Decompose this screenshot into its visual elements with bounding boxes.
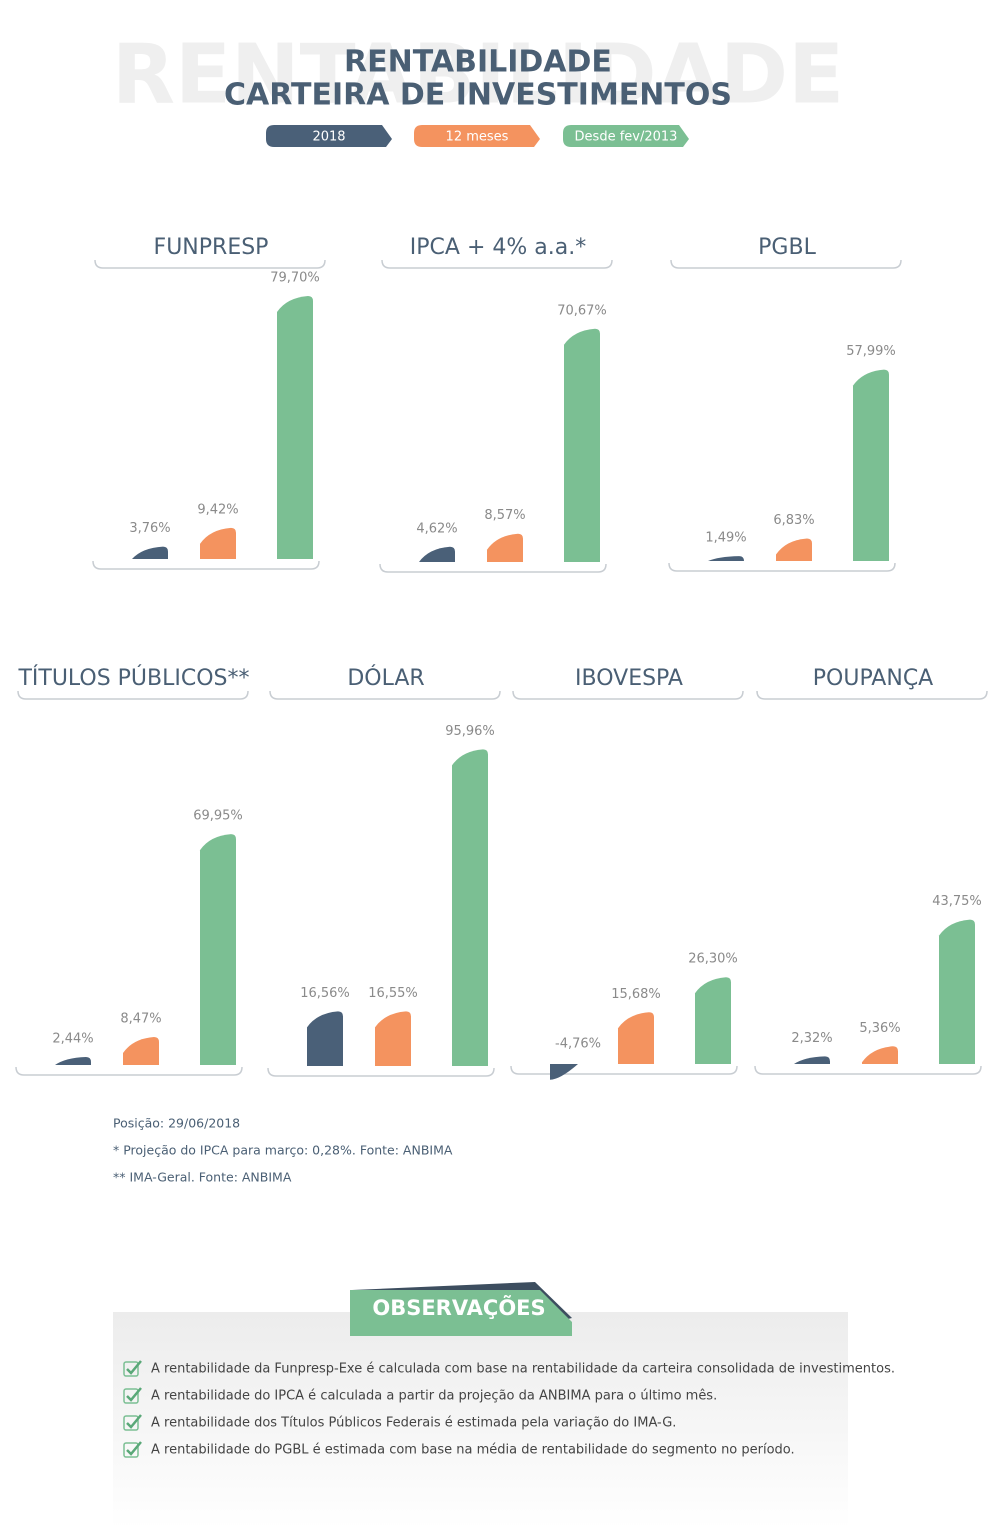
value-label: 57,99% (846, 344, 896, 359)
check-box (123, 1415, 139, 1431)
observation: A rentabilidade do PGBL é estimada com b… (151, 1443, 795, 1458)
value-label: 79,70% (270, 270, 320, 285)
chart-title: DÓLAR (347, 665, 424, 691)
note: * Projeção do IPCA para março: 0,28%. Fo… (113, 1143, 453, 1158)
check-box (123, 1442, 139, 1458)
value-label: 69,95% (193, 809, 243, 824)
note: ** IMA-Geral. Fonte: ANBIMA (113, 1170, 292, 1185)
title-bracket (17, 690, 249, 700)
value-label: 1,49% (705, 531, 746, 546)
bar (277, 295, 313, 559)
chart-title: TÍTULOS PÚBLICOS** (17, 665, 249, 691)
chart-title: IBOVESPA (575, 666, 683, 691)
observation: A rentabilidade dos Títulos Públicos Fed… (151, 1416, 676, 1431)
bar (487, 533, 523, 562)
observations-box (113, 1312, 848, 1529)
observation: A rentabilidade do IPCA é calculada a pa… (151, 1389, 717, 1404)
base-bracket (754, 1065, 982, 1075)
value-label: 43,75% (932, 894, 982, 909)
legend-pill (414, 125, 540, 147)
value-label: 6,83% (773, 513, 814, 528)
check-mark (126, 1414, 142, 1429)
title-bracket (756, 690, 988, 700)
bar (564, 328, 600, 562)
value-label: 4,62% (416, 521, 457, 536)
bar (708, 556, 744, 561)
value-label: 3,76% (129, 521, 170, 536)
watermark: RENTABILIDADE (112, 27, 844, 122)
check-mark (126, 1360, 142, 1375)
bar (939, 919, 975, 1064)
value-label: 16,56% (300, 986, 350, 1001)
value-label: -4,76% (555, 1037, 601, 1052)
bar (794, 1056, 830, 1064)
base-bracket (379, 563, 607, 573)
value-label: 2,32% (791, 1031, 832, 1046)
bar (55, 1056, 91, 1065)
title-bracket (94, 259, 326, 269)
chart-title: POUPANÇA (813, 666, 933, 691)
bar (618, 1012, 654, 1064)
value-label: 2,44% (52, 1031, 93, 1046)
value-label: 8,57% (484, 508, 525, 523)
bar (550, 1064, 578, 1080)
bar (862, 1046, 898, 1064)
chart-title: PGBL (758, 235, 816, 260)
bar (695, 977, 731, 1064)
note: Posição: 29/06/2018 (113, 1116, 240, 1131)
bar (307, 1011, 343, 1066)
legend-label: 2018 (312, 130, 345, 145)
bar (123, 1037, 159, 1065)
value-label: 95,96% (445, 724, 495, 739)
title-bracket (381, 259, 613, 269)
value-label: 16,55% (368, 986, 418, 1001)
legend-pill (563, 125, 689, 147)
observation: A rentabilidade da Funpresp-Exe é calcul… (151, 1362, 895, 1377)
bar (200, 834, 236, 1065)
value-label: 70,67% (557, 303, 607, 318)
base-bracket (15, 1066, 243, 1076)
base-bracket (668, 562, 896, 572)
bar (419, 546, 455, 562)
value-label: 8,47% (120, 1012, 161, 1027)
base-bracket (267, 1067, 495, 1077)
chart-title: FUNPRESP (154, 235, 269, 260)
value-label: 9,42% (197, 502, 238, 517)
chart-title: IPCA + 4% a.a.* (410, 235, 586, 260)
check-box (123, 1388, 139, 1404)
title-bracket (670, 259, 902, 269)
title-bracket (512, 690, 744, 700)
bar (375, 1011, 411, 1066)
title-line: RENTABILIDADE (344, 45, 612, 80)
bar (200, 527, 236, 559)
base-bracket (510, 1065, 738, 1075)
value-label: 15,68% (611, 987, 661, 1002)
legend-pill (266, 125, 392, 147)
bar (776, 538, 812, 561)
title-line: CARTEIRA DE INVESTIMENTOS (224, 78, 732, 113)
check-box (123, 1361, 139, 1377)
legend-label: Desde fev/2013 (575, 130, 678, 145)
bar (452, 749, 488, 1066)
observations-tab (350, 1290, 572, 1336)
legend-label: 12 meses (446, 130, 509, 145)
value-label: 5,36% (859, 1021, 900, 1036)
base-bracket (92, 560, 320, 570)
bar (132, 546, 168, 559)
bar (853, 369, 889, 561)
check-mark (126, 1387, 142, 1402)
observations-title: OBSERVAÇÕES (372, 1295, 545, 1320)
title-bracket (269, 690, 501, 700)
value-label: 26,30% (688, 952, 738, 967)
check-mark (126, 1441, 142, 1456)
